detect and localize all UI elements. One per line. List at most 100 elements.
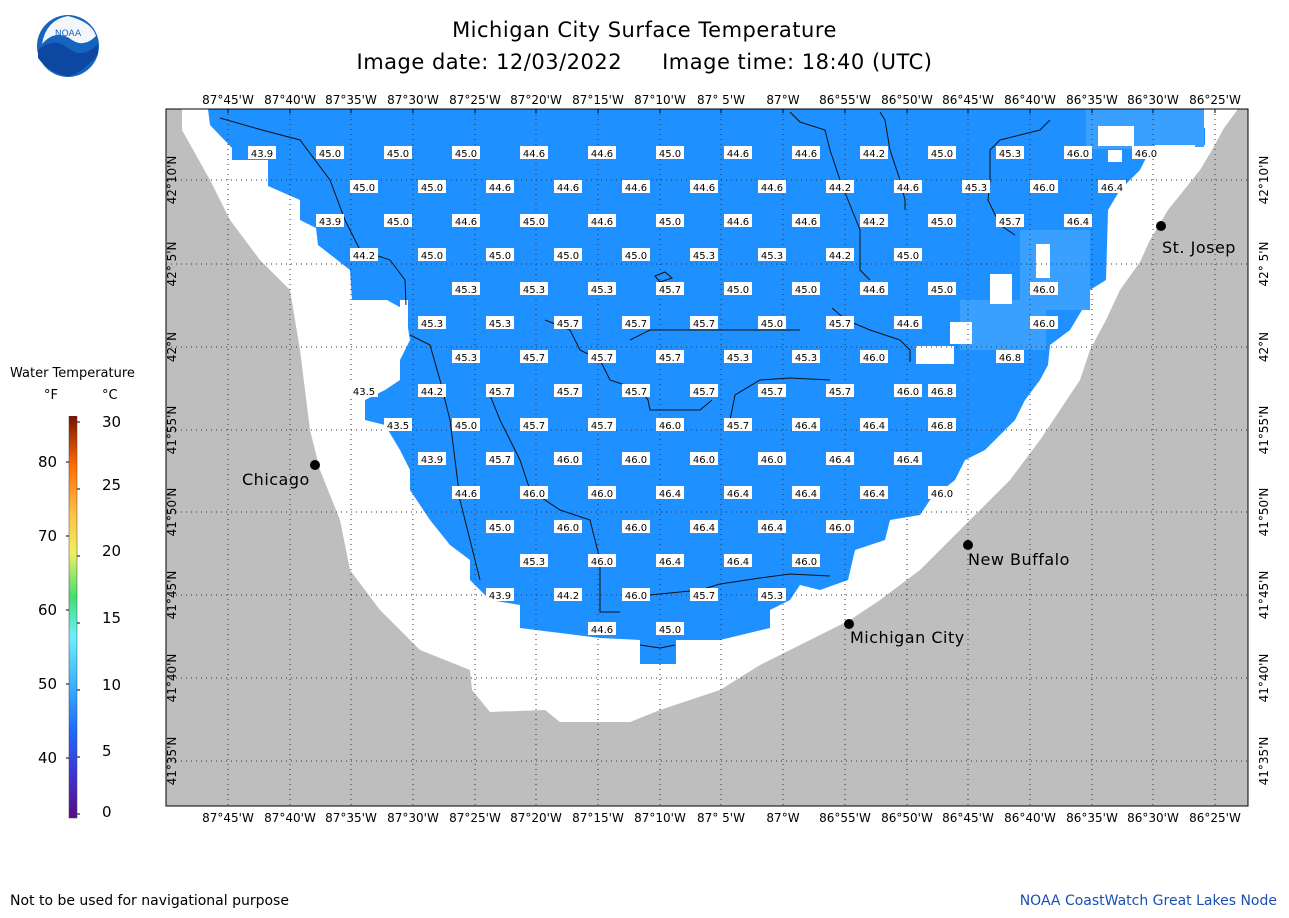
lon-label-top: 86°55'W <box>819 93 871 107</box>
temperature-value: 43.5 <box>353 387 375 398</box>
temperature-label-box <box>724 282 752 295</box>
temperature-label-box <box>486 588 514 601</box>
temperature-label-box <box>486 384 514 397</box>
temperature-label-box <box>1064 214 1092 227</box>
temperature-value: 46.8 <box>931 387 953 398</box>
temperature-label-box <box>486 452 514 465</box>
temperature-value: 45.0 <box>489 523 511 534</box>
temperature-value: 45.0 <box>387 149 409 160</box>
temperature-label-box <box>350 384 378 397</box>
temperature-label-box <box>1132 146 1160 159</box>
temperature-label-box <box>860 214 888 227</box>
lat-label-left: 41°50'N <box>165 488 179 537</box>
temperature-value: 44.6 <box>727 217 749 228</box>
lat-label-right: 41°50'N <box>1257 488 1271 537</box>
temperature-label-box <box>758 452 786 465</box>
temperature-value: 45.7 <box>557 387 579 398</box>
temperature-value: 44.6 <box>523 149 545 160</box>
michigan-city-marker <box>844 619 854 629</box>
lon-label-top: 87° 5'W <box>697 93 745 107</box>
lon-label-bottom: 87°40'W <box>264 811 316 825</box>
temperature-value: 45.3 <box>489 319 511 330</box>
temperature-value: 45.0 <box>761 319 783 330</box>
temperature-label-box <box>622 384 650 397</box>
temperature-value: 46.4 <box>1101 183 1123 194</box>
temperature-value: 45.0 <box>795 285 817 296</box>
legend-f-60: 60 <box>38 601 58 619</box>
temperature-label-box <box>486 520 514 533</box>
temperature-label-box <box>758 248 786 261</box>
temperature-value: 46.0 <box>591 489 613 500</box>
temperature-label-box <box>622 180 650 193</box>
temperature-label-box <box>690 452 718 465</box>
temperature-label-box <box>452 486 480 499</box>
temperature-label-box <box>826 520 854 533</box>
temperature-value: 45.0 <box>931 285 953 296</box>
temperature-value: 46.0 <box>625 591 647 602</box>
lon-label-top: 86°50'W <box>881 93 933 107</box>
temperature-label-box <box>894 248 922 261</box>
temperature-label-box <box>1064 146 1092 159</box>
temperature-value: 44.6 <box>591 625 613 636</box>
temperature-value: 45.0 <box>625 251 647 262</box>
temperature-label-box <box>724 554 752 567</box>
temperature-label-box <box>792 554 820 567</box>
temperature-value: 45.3 <box>693 251 715 262</box>
temperature-label-box <box>588 622 616 635</box>
temperature-value: 46.0 <box>1067 149 1089 160</box>
temperature-label-box <box>894 180 922 193</box>
legend-f-70: 70 <box>38 527 58 545</box>
temperature-value: 44.2 <box>829 183 851 194</box>
credit-link[interactable]: NOAA CoastWatch Great Lakes Node <box>1019 893 1277 909</box>
temperature-label-box <box>792 486 820 499</box>
temperature-label-box <box>792 282 820 295</box>
temperature-label-box <box>826 248 854 261</box>
temperature-value: 44.2 <box>863 217 885 228</box>
temperature-value: 45.3 <box>591 285 613 296</box>
temperature-value: 46.4 <box>659 557 681 568</box>
temperature-label-box <box>690 316 718 329</box>
lon-label-top: 87°20'W <box>510 93 562 107</box>
temperature-value: 45.0 <box>421 251 443 262</box>
legend-c-30: 30 <box>102 413 122 431</box>
legend-c-15: 15 <box>102 609 122 627</box>
temperature-label-box <box>826 452 854 465</box>
temperature-label-box <box>520 214 548 227</box>
temperature-value: 44.2 <box>863 149 885 160</box>
lon-label-top: 87°10'W <box>634 93 686 107</box>
temperature-value: 45.0 <box>523 217 545 228</box>
temperature-value: 45.7 <box>557 319 579 330</box>
temperature-label-box <box>554 384 582 397</box>
legend-title: Water Temperature <box>10 366 135 381</box>
temperature-value: 46.0 <box>795 557 817 568</box>
temperature-value: 46.0 <box>625 455 647 466</box>
city-label-michigan-city: Michigan City <box>850 628 965 647</box>
no-data-gap <box>1036 244 1050 278</box>
temperature-value: 45.0 <box>387 217 409 228</box>
temperature-label-box <box>758 520 786 533</box>
temperature-value: 45.7 <box>829 319 851 330</box>
temperature-label-box <box>894 452 922 465</box>
legend-unit-c: °C <box>102 388 118 403</box>
temperature-value: 46.0 <box>693 455 715 466</box>
temperature-label-box <box>656 486 684 499</box>
temperature-label-box <box>588 350 616 363</box>
lat-label-left: 42°N <box>165 332 179 362</box>
lon-label-bottom: 87°45'W <box>202 811 254 825</box>
legend-c-25: 25 <box>102 476 122 494</box>
temperature-label-box <box>452 418 480 431</box>
temperature-value: 45.0 <box>897 251 919 262</box>
legend-unit-f: °F <box>44 388 58 403</box>
lon-label-bottom: 87°25'W <box>449 811 501 825</box>
temperature-value: 44.6 <box>761 183 783 194</box>
temperature-label-box <box>520 146 548 159</box>
temperature-value: 46.4 <box>1067 217 1089 228</box>
temperature-value: 45.3 <box>421 319 443 330</box>
temperature-labels: 43.9 45.0 45.0 45.0 44.6 44.6 45.0 44.6 44.6 44.2… <box>248 146 1160 636</box>
temperature-label-box <box>554 316 582 329</box>
temperature-label-box <box>554 452 582 465</box>
temperature-value: 44.6 <box>591 217 613 228</box>
temperature-label-box <box>928 384 956 397</box>
image-datetime: Image date: 12/03/2022 Image time: 18:40 … <box>0 50 1289 74</box>
image-time: Image time: 18:40 (UTC) <box>662 50 933 74</box>
